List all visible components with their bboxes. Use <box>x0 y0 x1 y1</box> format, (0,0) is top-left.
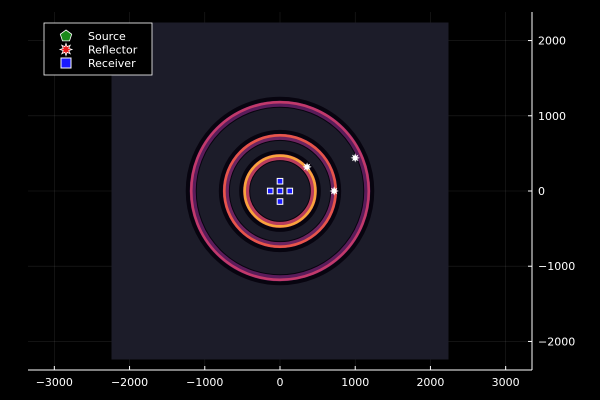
axes <box>28 12 533 371</box>
legend-label-source: Source <box>88 30 126 43</box>
receiver-point-4 <box>286 187 294 195</box>
y-tick-label-3: −1000 <box>538 260 575 273</box>
x-tick-label-5: 2000 <box>416 376 444 389</box>
ring-0 <box>189 100 371 282</box>
ring-glow-0 <box>189 100 371 282</box>
legend-marker-reflector <box>58 42 74 57</box>
y-tick-label-0: 2000 <box>538 35 566 48</box>
x-tick-label-3: 0 <box>277 376 284 389</box>
x-tick-label-1: −2000 <box>111 376 148 389</box>
legend-marker-source <box>59 29 73 42</box>
reflector-point-2 <box>350 153 360 163</box>
legend-label-reflector: Reflector <box>88 44 138 57</box>
x-tick-label-2: −1000 <box>186 376 223 389</box>
x-tick-label-6: 3000 <box>492 376 520 389</box>
reflector-point-0 <box>302 162 312 172</box>
x-tick-label-4: 1000 <box>341 376 369 389</box>
receiver-point-1 <box>276 177 284 185</box>
receiver-point-2 <box>276 198 284 205</box>
y-tick-label-1: 1000 <box>538 110 566 123</box>
markers <box>266 153 360 205</box>
y-tick-label-2: 0 <box>538 185 545 198</box>
legend-label-receiver: Receiver <box>88 57 136 70</box>
x-tick-label-0: −3000 <box>36 376 73 389</box>
receiver-point-0 <box>276 187 284 195</box>
y-tick-label-4: −2000 <box>538 335 575 348</box>
ring-glow-2 <box>243 154 317 228</box>
receiver-point-3 <box>266 187 274 195</box>
ring-2 <box>243 154 317 228</box>
tick-labels: −3000 −2000 −1000 0 1000 2000 3000 2000 1000 0 −10… <box>36 35 575 389</box>
reflector-point-1 <box>329 186 339 196</box>
legend-marker-receiver <box>60 57 72 69</box>
